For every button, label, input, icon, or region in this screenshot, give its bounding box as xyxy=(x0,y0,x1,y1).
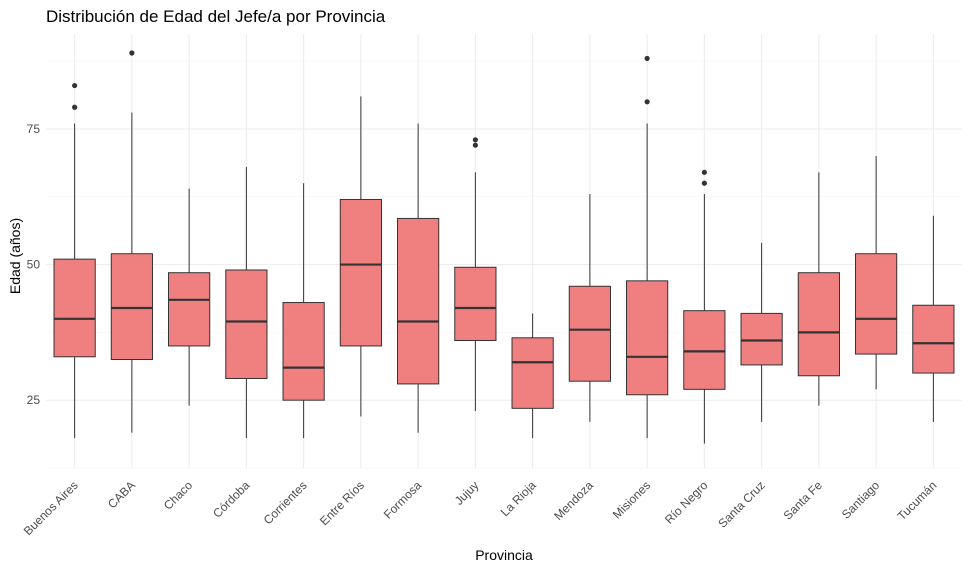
x-tick-label: La Rioja xyxy=(498,478,539,519)
outlier-point xyxy=(472,137,478,143)
outlier-point xyxy=(72,82,78,89)
chart-title: Distribución de Edad del Jefe/a por Prov… xyxy=(46,7,386,26)
interquartile-box xyxy=(110,253,153,360)
x-tick-label: Santiago xyxy=(839,478,883,522)
outlier-point xyxy=(644,55,650,62)
x-tick-label: CABA xyxy=(105,478,138,511)
interquartile-box xyxy=(168,272,211,347)
outlier-point xyxy=(644,99,650,105)
interquartile-box xyxy=(740,312,783,366)
interquartile-box xyxy=(797,272,840,377)
interquartile-box xyxy=(568,285,611,382)
box-tucumán xyxy=(912,215,955,422)
box-buenos-aires xyxy=(53,82,96,439)
box-series xyxy=(53,50,955,444)
interquartile-box xyxy=(912,304,955,374)
x-tick-label: Buenos Aires xyxy=(21,478,81,538)
box-santiago xyxy=(855,156,898,390)
box-corrientes xyxy=(282,183,325,439)
y-tick-label: 75 xyxy=(27,122,41,136)
interquartile-box xyxy=(397,217,440,385)
interquartile-box xyxy=(454,266,497,342)
box-río-negro xyxy=(683,169,726,444)
box-córdoba xyxy=(225,166,268,439)
x-tick-label: Jujuy xyxy=(452,478,482,508)
y-tick-label: 25 xyxy=(27,393,41,407)
x-tick-label: Mendoza xyxy=(551,478,596,523)
box-formosa xyxy=(397,123,440,433)
x-tick-label: Entre Ríos xyxy=(317,478,367,528)
box-santa-fe xyxy=(797,172,840,406)
interquartile-box xyxy=(511,337,554,409)
x-axis-title: Provincia xyxy=(475,547,533,563)
interquartile-box xyxy=(626,280,669,396)
major-gridlines xyxy=(46,34,962,468)
x-tick-label: Corrientes xyxy=(261,478,310,527)
outlier-point xyxy=(701,169,707,175)
box-santa-cruz xyxy=(740,242,783,422)
y-axis-title: Edad (años) xyxy=(7,218,23,294)
box-entre-ríos xyxy=(339,96,382,417)
box-misiones xyxy=(626,55,669,439)
outlier-point xyxy=(472,142,478,148)
interquartile-box xyxy=(53,258,96,358)
outlier-point xyxy=(701,180,707,186)
x-tick-label: Tucumán xyxy=(895,478,940,523)
interquartile-box xyxy=(683,310,726,390)
interquartile-box xyxy=(282,302,325,401)
interquartile-box xyxy=(855,253,898,355)
x-tick-label: Santa Fe xyxy=(781,478,826,523)
x-axis-tick-labels: Buenos Aires CABA Chaco Córdoba Corrientes En… xyxy=(21,478,940,538)
x-tick-label: Chaco xyxy=(161,478,196,513)
y-axis-tick-labels: 25 50 75 xyxy=(27,122,41,407)
box-la-rioja xyxy=(511,313,554,439)
x-tick-label: Córdoba xyxy=(210,478,253,521)
y-tick-label: 50 xyxy=(27,258,41,272)
box-jujuy xyxy=(454,137,497,412)
outlier-point xyxy=(129,50,135,56)
outlier-point xyxy=(72,104,78,110)
interquartile-box xyxy=(225,269,268,379)
box-chaco xyxy=(168,188,211,406)
x-tick-label: Misiones xyxy=(610,478,653,521)
interquartile-box xyxy=(339,198,382,347)
x-tick-label: Santa Cruz xyxy=(715,478,767,530)
box-caba xyxy=(110,50,153,433)
x-tick-label: Formosa xyxy=(381,478,425,522)
x-tick-label: Río Negro xyxy=(662,478,711,527)
box-mendoza xyxy=(568,194,611,422)
